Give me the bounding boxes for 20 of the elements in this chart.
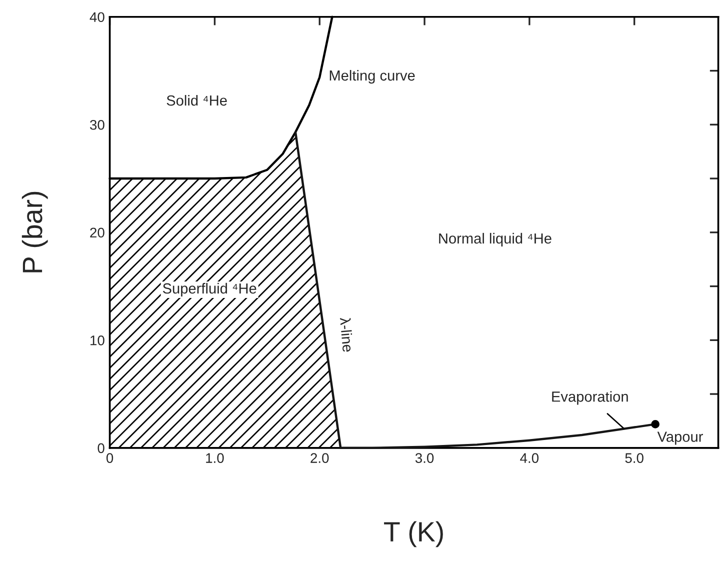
x-axis-title: T (K) [384, 521, 443, 548]
y-tick-label: 20 [90, 228, 104, 238]
y-tick-label: 10 [90, 335, 104, 346]
y-tick-label: 0 [98, 443, 104, 454]
annotation: Evaporation [552, 391, 628, 405]
annotation: Solid ⁴He [166, 94, 227, 106]
annotation: Melting curve [330, 70, 415, 84]
annotation: Superfluid ⁴He [162, 282, 256, 297]
x-tick-label: 0 [106, 453, 114, 463]
annotation: Normal liquid ⁴He [439, 232, 552, 247]
y-tick-label: 40 [90, 12, 104, 22]
x-tick-label: 1.0 [206, 453, 224, 463]
x-tick-label: 2.0 [310, 453, 329, 463]
annotation: λ-line [340, 317, 354, 352]
y-tick-label: 30 [90, 120, 104, 130]
y-axis-title: P (bar) [22, 192, 48, 272]
x-tick-label: 4.0 [520, 453, 539, 463]
annotation: Vapour [657, 432, 703, 445]
x-tick-label: 3.0 [415, 453, 434, 463]
x-tick-label: 5.0 [625, 453, 644, 463]
